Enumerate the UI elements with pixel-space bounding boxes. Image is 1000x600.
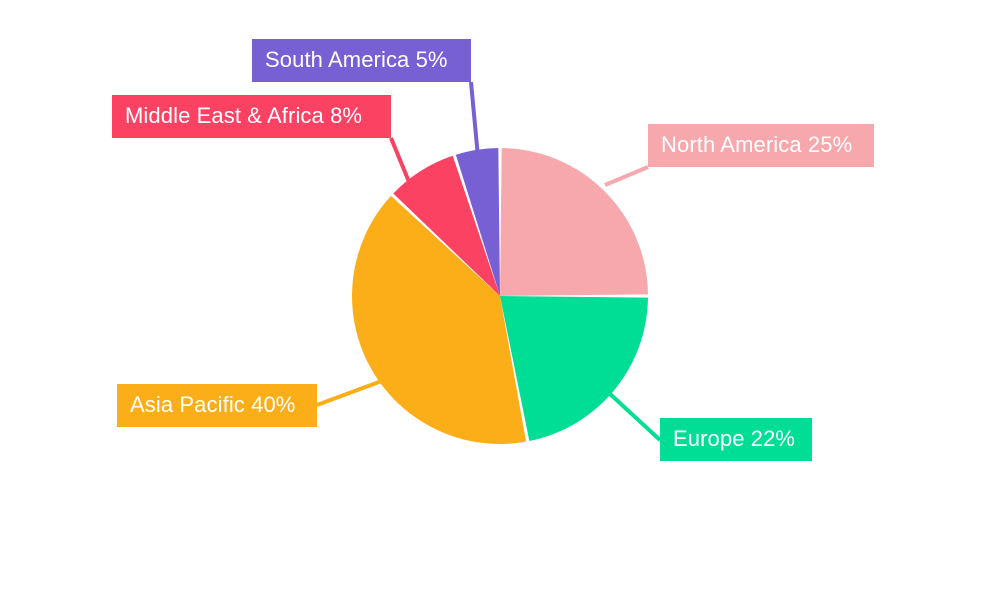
pie-slice[interactable]: [500, 296, 648, 442]
pie-label-middle-east-africa[interactable]: Middle East & Africa 8%: [112, 95, 391, 138]
pie-label-text: Europe 22%: [673, 425, 796, 451]
pie-label-south-america[interactable]: South America 5%: [252, 39, 471, 82]
pie-slice[interactable]: [393, 155, 500, 296]
pie-leader-line: [604, 165, 649, 187]
pie-label-text: Middle East & Africa 8%: [125, 102, 363, 128]
pie-label-europe[interactable]: Europe 22%: [660, 418, 812, 461]
pie-label-text: North America 25%: [661, 131, 853, 157]
pie-slice[interactable]: [500, 148, 648, 296]
pie-slices-group: [352, 148, 648, 444]
pie-slice[interactable]: [352, 195, 527, 444]
pie-slice[interactable]: [455, 148, 500, 296]
pie-leader-line: [607, 391, 662, 442]
pie-label-text: Asia Pacific 40%: [130, 391, 296, 417]
pie-label-north-america[interactable]: North America 25%: [648, 124, 874, 167]
pie-label-asia-pacific[interactable]: Asia Pacific 40%: [117, 384, 317, 427]
pie-leader-line: [469, 81, 480, 158]
pie-label-text: South America 5%: [265, 46, 448, 72]
